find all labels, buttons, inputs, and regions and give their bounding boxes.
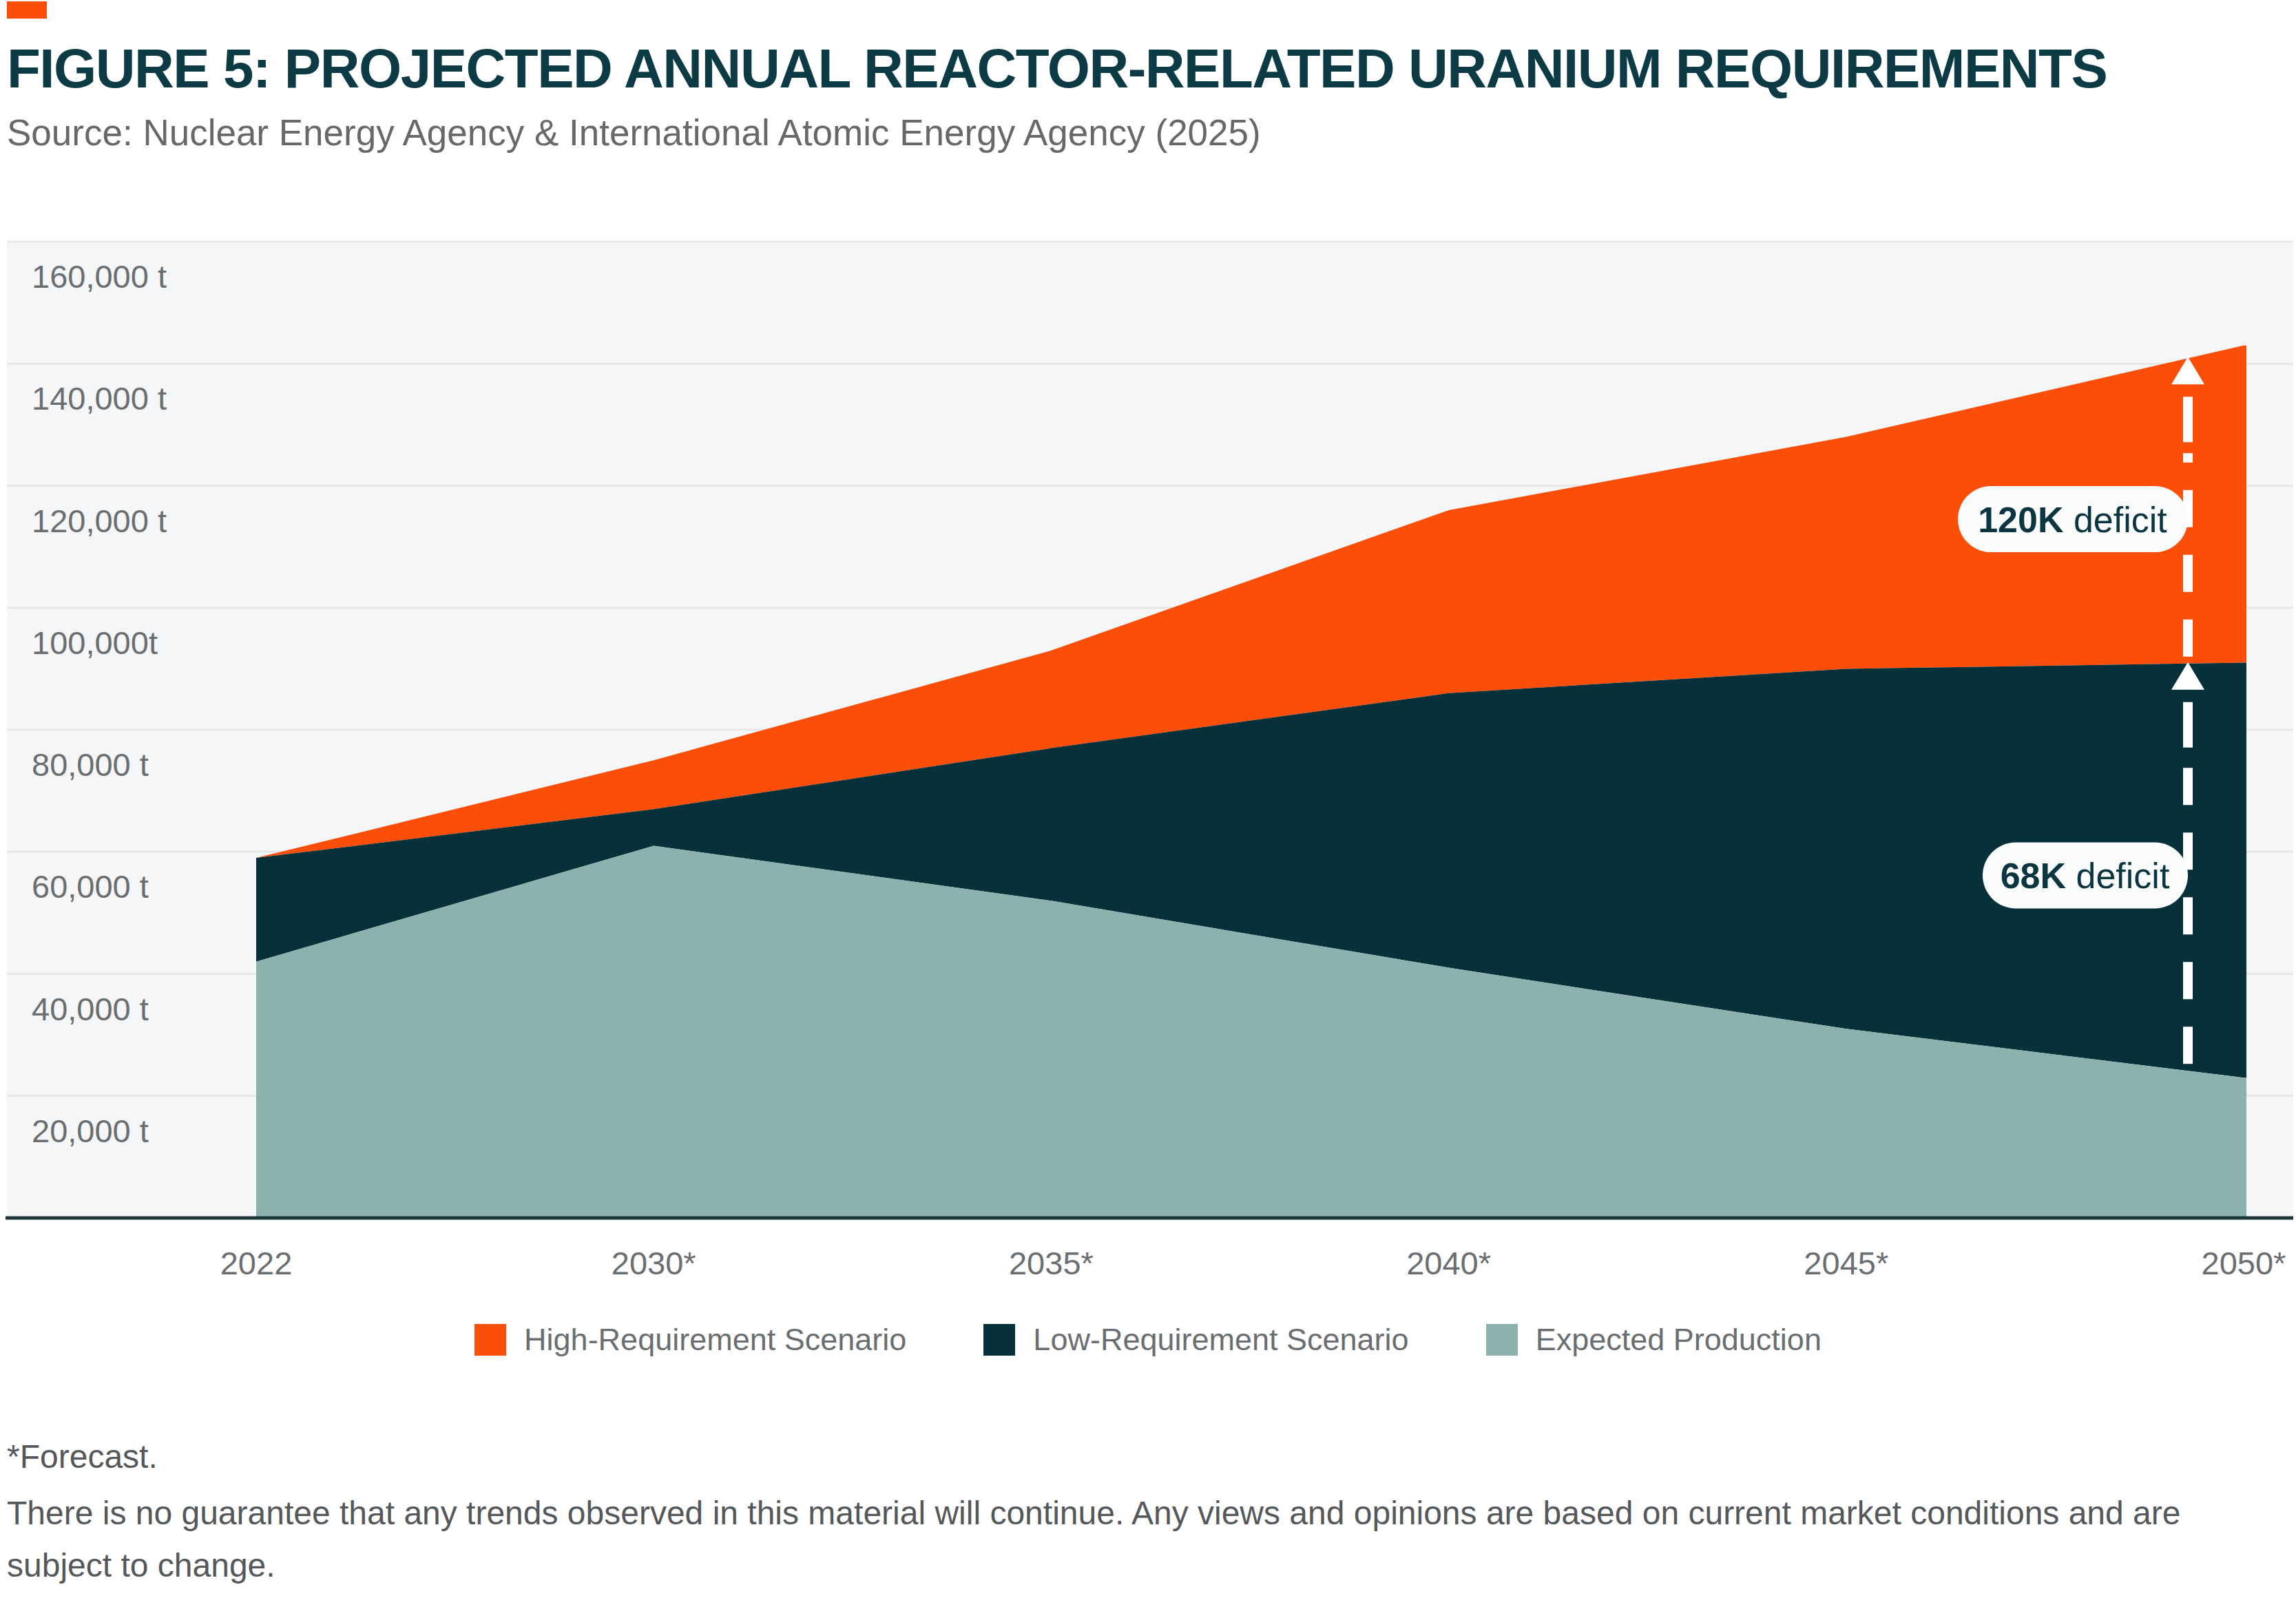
x-axis-label: 2030*: [612, 1245, 696, 1281]
figure-page: FIGURE 5: PROJECTED ANNUAL REACTOR-RELAT…: [0, 0, 2296, 1598]
x-axis-label: 2050*: [2202, 1245, 2286, 1281]
y-axis-label: 160,000 t: [32, 258, 167, 295]
deficit-pill-label: 120K deficit: [1978, 500, 2167, 540]
legend-item: High-Requirement Scenario: [474, 1322, 906, 1358]
y-axis-label: 120,000 t: [32, 503, 167, 539]
x-axis-label: 2040*: [1406, 1245, 1491, 1281]
legend-label: Low-Requirement Scenario: [1033, 1322, 1408, 1358]
deficit-pill: 120K deficit: [1958, 486, 2188, 552]
x-axis-label: 2035*: [1009, 1245, 1094, 1281]
legend-label: Expected Production: [1536, 1322, 1822, 1358]
uranium-area-chart: 160,000 t 140,000 t 120,000 t 100,000t 80,00…: [0, 0, 2296, 1598]
y-axis-label: 20,000 t: [32, 1113, 149, 1149]
legend-label: High-Requirement Scenario: [524, 1322, 906, 1358]
deficit-pill-label: 68K deficit: [2001, 856, 2170, 896]
legend-swatch: [1486, 1324, 1518, 1356]
chart-legend: High-Requirement Scenario Low-Requirement…: [0, 1322, 2296, 1358]
legend-item: Low-Requirement Scenario: [983, 1322, 1408, 1358]
y-axis-label: 40,000 t: [32, 991, 149, 1027]
x-axis-label: 2022: [220, 1245, 293, 1281]
forecast-note: *Forecast.: [7, 1431, 2286, 1483]
y-axis-label: 80,000 t: [32, 746, 149, 783]
legend-swatch: [983, 1324, 1015, 1356]
y-axis-label: 140,000 t: [32, 380, 167, 417]
x-axis-label: 2045*: [1804, 1245, 1888, 1281]
legend-item: Expected Production: [1486, 1322, 1822, 1358]
y-axis-label: 100,000t: [32, 624, 158, 661]
legend-swatch: [474, 1324, 506, 1356]
footnotes: *Forecast. There is no guarantee that an…: [7, 1431, 2286, 1591]
deficit-pill: 68K deficit: [1983, 842, 2188, 908]
disclaimer-text: There is no guarantee that any trends ob…: [7, 1487, 2286, 1592]
y-axis-label: 60,000 t: [32, 868, 149, 905]
